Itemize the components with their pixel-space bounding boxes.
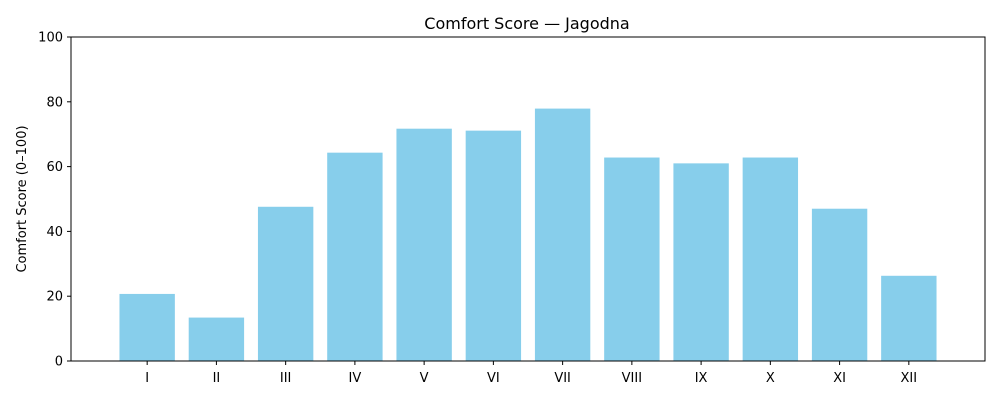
- bar-VI: [465, 130, 522, 361]
- bar-X: [742, 157, 799, 361]
- x-tick-label: VIII: [622, 371, 642, 386]
- bar-VIII: [604, 157, 660, 361]
- x-tick-label: IX: [695, 371, 708, 386]
- x-tick-label: XI: [833, 371, 846, 386]
- bar-XI: [811, 208, 868, 361]
- y-axis-label: Comfort Score (0–100): [15, 125, 30, 272]
- y-tick-label: 100: [38, 31, 63, 46]
- y-tick-label: 20: [46, 290, 63, 305]
- x-axis-ticks: I II III IV V VI VII VIII IX X XI XII: [145, 361, 917, 386]
- x-tick-label: V: [420, 371, 429, 386]
- x-tick-label: VI: [487, 371, 500, 386]
- bar-III: [257, 206, 314, 361]
- bar-IX: [673, 163, 729, 361]
- bar-I: [119, 293, 175, 361]
- chart-title: Comfort Score — Jagodna: [424, 14, 629, 33]
- x-tick-label: I: [145, 371, 149, 386]
- x-tick-label: XII: [901, 371, 918, 386]
- y-axis-ticks: 0 20 40 60 80 100: [38, 31, 71, 370]
- bars-group: [119, 108, 937, 361]
- y-tick-label: 80: [46, 95, 63, 110]
- bar-VII: [534, 108, 591, 361]
- plot-frame: [70, 36, 986, 362]
- bar-V: [396, 128, 452, 361]
- x-tick-label: II: [213, 371, 221, 386]
- bar-II: [188, 317, 245, 361]
- x-tick-label: VII: [554, 371, 571, 386]
- y-tick-label: 40: [46, 225, 63, 240]
- x-tick-label: III: [280, 371, 292, 386]
- x-tick-label: X: [766, 371, 775, 386]
- y-tick-label: 0: [55, 355, 63, 370]
- y-tick-label: 60: [46, 160, 63, 175]
- x-tick-label: IV: [349, 371, 362, 386]
- bar-XII: [881, 275, 937, 361]
- bar-IV: [327, 152, 383, 361]
